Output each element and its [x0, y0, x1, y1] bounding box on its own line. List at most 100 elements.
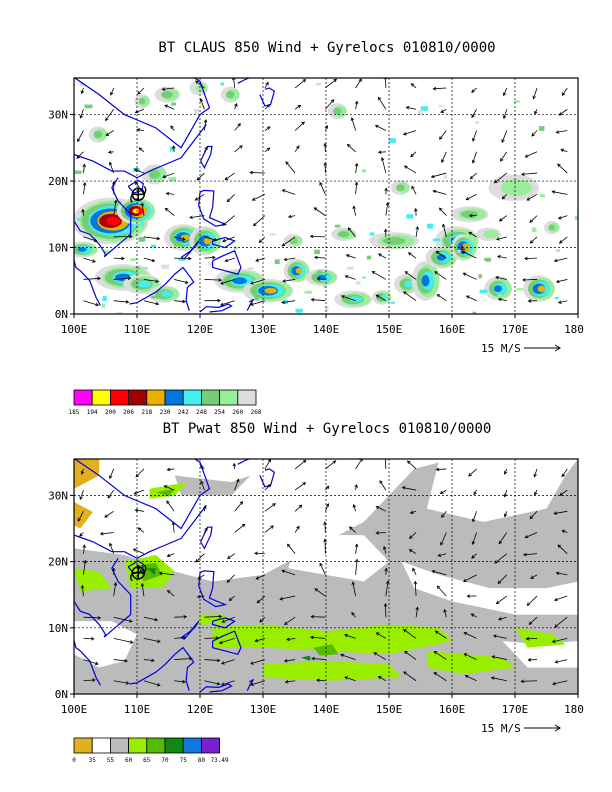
- lon-tick-label: 130E: [250, 323, 277, 336]
- lon-tick-label: 110E: [124, 703, 151, 716]
- legend-label: 218: [141, 409, 152, 416]
- legend-swatch: [110, 389, 130, 406]
- coastline: [246, 678, 255, 691]
- coastline: [74, 124, 207, 179]
- coastline: [212, 630, 242, 655]
- lon-tick-label: 110E: [124, 323, 151, 336]
- lat-tick-label: 30N: [48, 109, 68, 122]
- legend-label: 242: [178, 409, 189, 416]
- panel-title: BT CLAUS 850 Wind + Gyrelocs 010810/0000: [158, 40, 495, 56]
- legend-label: 73.49: [211, 757, 229, 764]
- legend-label: 70: [161, 757, 169, 764]
- coastline: [74, 227, 101, 306]
- cyclone-icon: [130, 185, 147, 203]
- lon-tick-label: 160E: [439, 323, 466, 336]
- lat-tick-label: 20N: [48, 556, 68, 569]
- coastline: [199, 303, 233, 313]
- legend-label: 75: [180, 757, 188, 764]
- lon-tick-label: 100E: [61, 703, 88, 716]
- legend-swatch: [200, 389, 220, 406]
- lon-tick-label: 150E: [376, 323, 403, 336]
- legend-label: 194: [87, 409, 98, 416]
- panel-title: BT Pwat 850 Wind + Gyrelocs 010810/0000: [163, 421, 492, 437]
- reference-vector-label: 15 M/S: [481, 722, 521, 735]
- lon-tick-label: 120E: [187, 703, 214, 716]
- lon-tick-label: 160E: [439, 703, 466, 716]
- legend-label: 185: [69, 409, 80, 416]
- legend-label: 200: [105, 409, 116, 416]
- coastline: [74, 535, 132, 638]
- coastline: [199, 683, 233, 693]
- lon-tick-label: 170E: [502, 703, 529, 716]
- legend-swatch: [164, 737, 184, 754]
- lon-tick-label: 150E: [376, 703, 403, 716]
- legend-swatch: [91, 737, 111, 754]
- lon-tick-label: 180: [564, 323, 584, 336]
- lat-tick-label: 0N: [55, 308, 68, 321]
- wind-vectors: [77, 459, 568, 687]
- legend-swatch: [182, 737, 202, 754]
- lon-tick-label: 130E: [250, 703, 277, 716]
- lon-tick-label: 180: [564, 703, 584, 716]
- legend-swatch: [73, 389, 93, 406]
- legend-label: 268: [251, 409, 262, 416]
- coastline: [198, 189, 228, 227]
- reference-vector-label: 15 M/S: [481, 342, 521, 355]
- coastline: [212, 236, 236, 249]
- color-legend: 0 35 55 60 65 70 75 80 73.49: [72, 737, 229, 764]
- lon-tick-label: 120E: [187, 323, 214, 336]
- legend-swatch: [182, 389, 202, 406]
- legend-label: 60: [125, 757, 133, 764]
- legend-label: 206: [123, 409, 134, 416]
- coastline: [74, 504, 207, 559]
- lon-tick-label: 170E: [502, 323, 529, 336]
- coastline: [74, 607, 101, 686]
- legend-label: 260: [232, 409, 243, 416]
- legend-label: 248: [196, 409, 207, 416]
- shaded-field: [74, 78, 578, 314]
- legend-swatch: [146, 389, 166, 406]
- legend-swatch: [237, 389, 257, 406]
- legend-swatch: [91, 389, 111, 406]
- coastline: [74, 459, 211, 530]
- legend-swatch: [146, 737, 166, 754]
- legend-swatch: [73, 737, 93, 754]
- coastline: [246, 298, 255, 311]
- coastline: [74, 154, 132, 258]
- coastline: [198, 570, 228, 608]
- lat-tick-label: 20N: [48, 175, 68, 188]
- legend-swatch: [128, 737, 148, 754]
- legend-label: 35: [89, 757, 97, 764]
- coastline: [259, 87, 276, 107]
- lat-tick-label: 0N: [55, 688, 68, 701]
- coastline: [74, 78, 211, 149]
- legend-swatch: [200, 737, 220, 754]
- legend-swatch: [219, 389, 239, 406]
- legend-label: 65: [143, 757, 151, 764]
- lat-tick-label: 10N: [48, 622, 68, 635]
- coastline: [212, 250, 242, 275]
- color-legend: 185 194 200 206 218 230 242 248 254 260 268: [69, 389, 262, 416]
- wind-vectors: [76, 78, 568, 307]
- panel-claus: BT CLAUS 850 Wind + Gyrelocs 010810/0000…: [48, 40, 584, 416]
- legend-label: 230: [160, 409, 171, 416]
- lat-tick-label: 30N: [48, 489, 68, 502]
- lon-tick-label: 100E: [61, 323, 88, 336]
- legend-swatch: [110, 737, 130, 754]
- legend-label: 80: [198, 757, 206, 764]
- lon-tick-label: 140E: [313, 703, 340, 716]
- legend-label: 254: [214, 409, 225, 416]
- legend-label: 55: [107, 757, 115, 764]
- legend-label: 0: [72, 757, 76, 764]
- coastline: [129, 266, 195, 311]
- lon-tick-label: 140E: [313, 323, 340, 336]
- legend-swatch: [128, 389, 148, 406]
- lat-tick-label: 10N: [48, 242, 68, 255]
- coastline: [212, 617, 236, 629]
- legend-swatch: [164, 389, 184, 406]
- cyclone-icon: [130, 564, 147, 582]
- coastline: [259, 468, 276, 488]
- coastline: [129, 646, 195, 691]
- panel-pwat: BT Pwat 850 Wind + Gyrelocs 010810/0000 3…: [48, 421, 584, 764]
